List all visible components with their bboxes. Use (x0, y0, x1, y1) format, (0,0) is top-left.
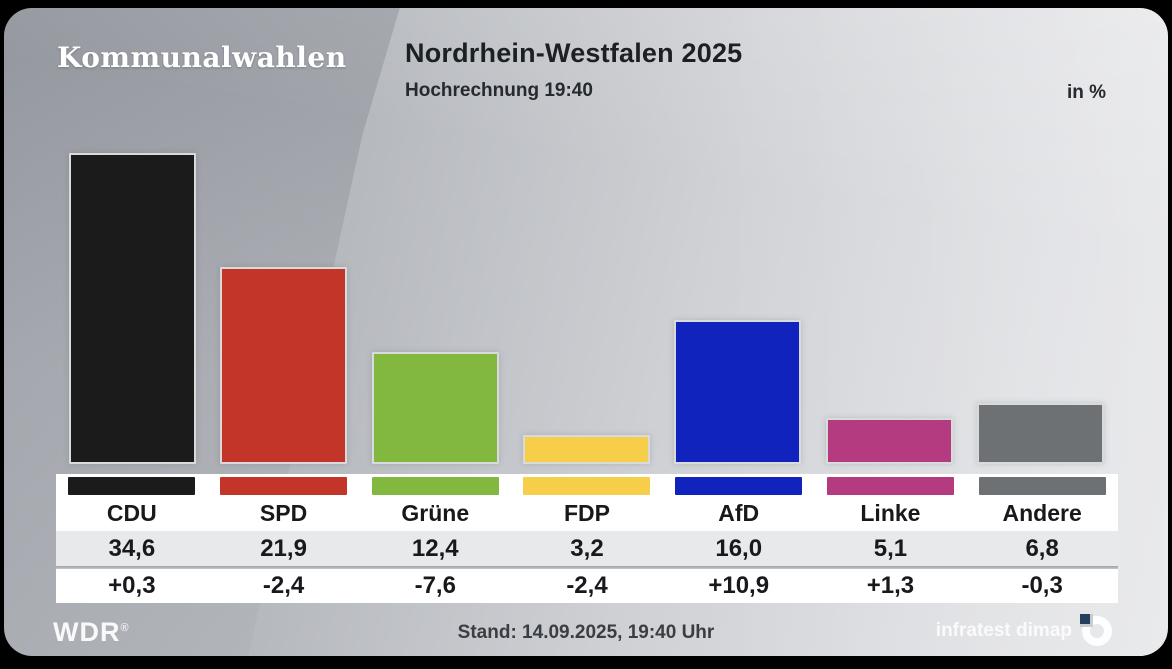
party-color-chip (826, 477, 954, 495)
result-value-cell: 21,9 (260, 535, 307, 562)
change-value-cell: -7,6 (414, 572, 456, 599)
bar-column (977, 403, 1104, 464)
bar-column (69, 153, 196, 464)
change-value-cell: +1,3 (866, 572, 915, 599)
wdr-logo-text: WDR (53, 617, 121, 647)
party-name-cell: CDU (106, 500, 157, 526)
change-value-cell: +10,9 (708, 572, 770, 599)
color-chip-row (56, 474, 1118, 495)
bar-column (220, 267, 347, 464)
registered-mark: ® (120, 622, 129, 634)
infratest-dimap-icon (1080, 614, 1112, 646)
party-name-row: CDU SPD Grüne FDP AfD Linke Andere (56, 495, 1118, 531)
result-value-cell: 3,2 (570, 535, 604, 562)
projection-subtitle: Hochrechnung 19:40 (405, 80, 593, 101)
party-name-cell: FDP (563, 500, 610, 526)
bar-column (674, 320, 801, 464)
page-title: Nordrhein-Westfalen 2025 (405, 38, 743, 68)
change-value-row: +0,3 -2,4 -7,6 -2,4 +10,9 +1,3 -0,3 (56, 569, 1118, 603)
result-value-cell: 16,0 (715, 535, 763, 562)
party-name-cell: Andere (1002, 500, 1082, 526)
change-value-cell: -0,3 (1021, 572, 1063, 599)
change-value-cell: -2,4 (566, 572, 608, 599)
row-separator (56, 566, 1118, 569)
party-name-cell: Grüne (401, 500, 470, 526)
result-value-row: 34,6 21,9 12,4 3,2 16,0 5,1 6,8 (56, 531, 1118, 566)
bar-column (523, 435, 650, 464)
party-name-cell: Linke (860, 500, 921, 526)
party-color-chip (68, 477, 196, 495)
change-value-cell: -2,4 (262, 572, 305, 599)
result-value-cell: 6,8 (1025, 535, 1059, 562)
dimap-ring-icon (1082, 616, 1112, 646)
status-timestamp: Stand: 14.09.2025, 19:40 Uhr (457, 622, 715, 643)
bar-chart (4, 8, 1168, 464)
party-color-chip (978, 477, 1106, 495)
bar-column (372, 352, 499, 464)
party-name-cell: SPD (259, 500, 308, 526)
unit-label: in % (1066, 82, 1106, 103)
results-table: CDU SPD Grüne FDP AfD Linke Andere 34,6 … (56, 474, 1118, 603)
result-value-cell: 34,6 (108, 535, 156, 562)
party-name-cell: AfD (718, 500, 760, 526)
wdr-logo: WDR® (53, 617, 129, 648)
party-color-chip (220, 477, 348, 495)
graphic-panel: Kommunalwahlen Nordrhein-Westfalen 2025 … (4, 8, 1168, 656)
party-color-chip (523, 477, 651, 495)
party-color-chip (675, 477, 803, 495)
dimap-square-icon (1080, 614, 1093, 627)
program-title: Kommunalwahlen (57, 41, 347, 74)
result-value-cell: 12,4 (411, 535, 459, 562)
party-color-chip (371, 477, 499, 495)
result-value-cell: 5,1 (873, 535, 908, 562)
source-label: infratest dimap (935, 620, 1072, 641)
bar-column (826, 418, 953, 464)
change-value-cell: +0,3 (108, 572, 156, 599)
source-attribution: infratest dimap (935, 614, 1112, 646)
